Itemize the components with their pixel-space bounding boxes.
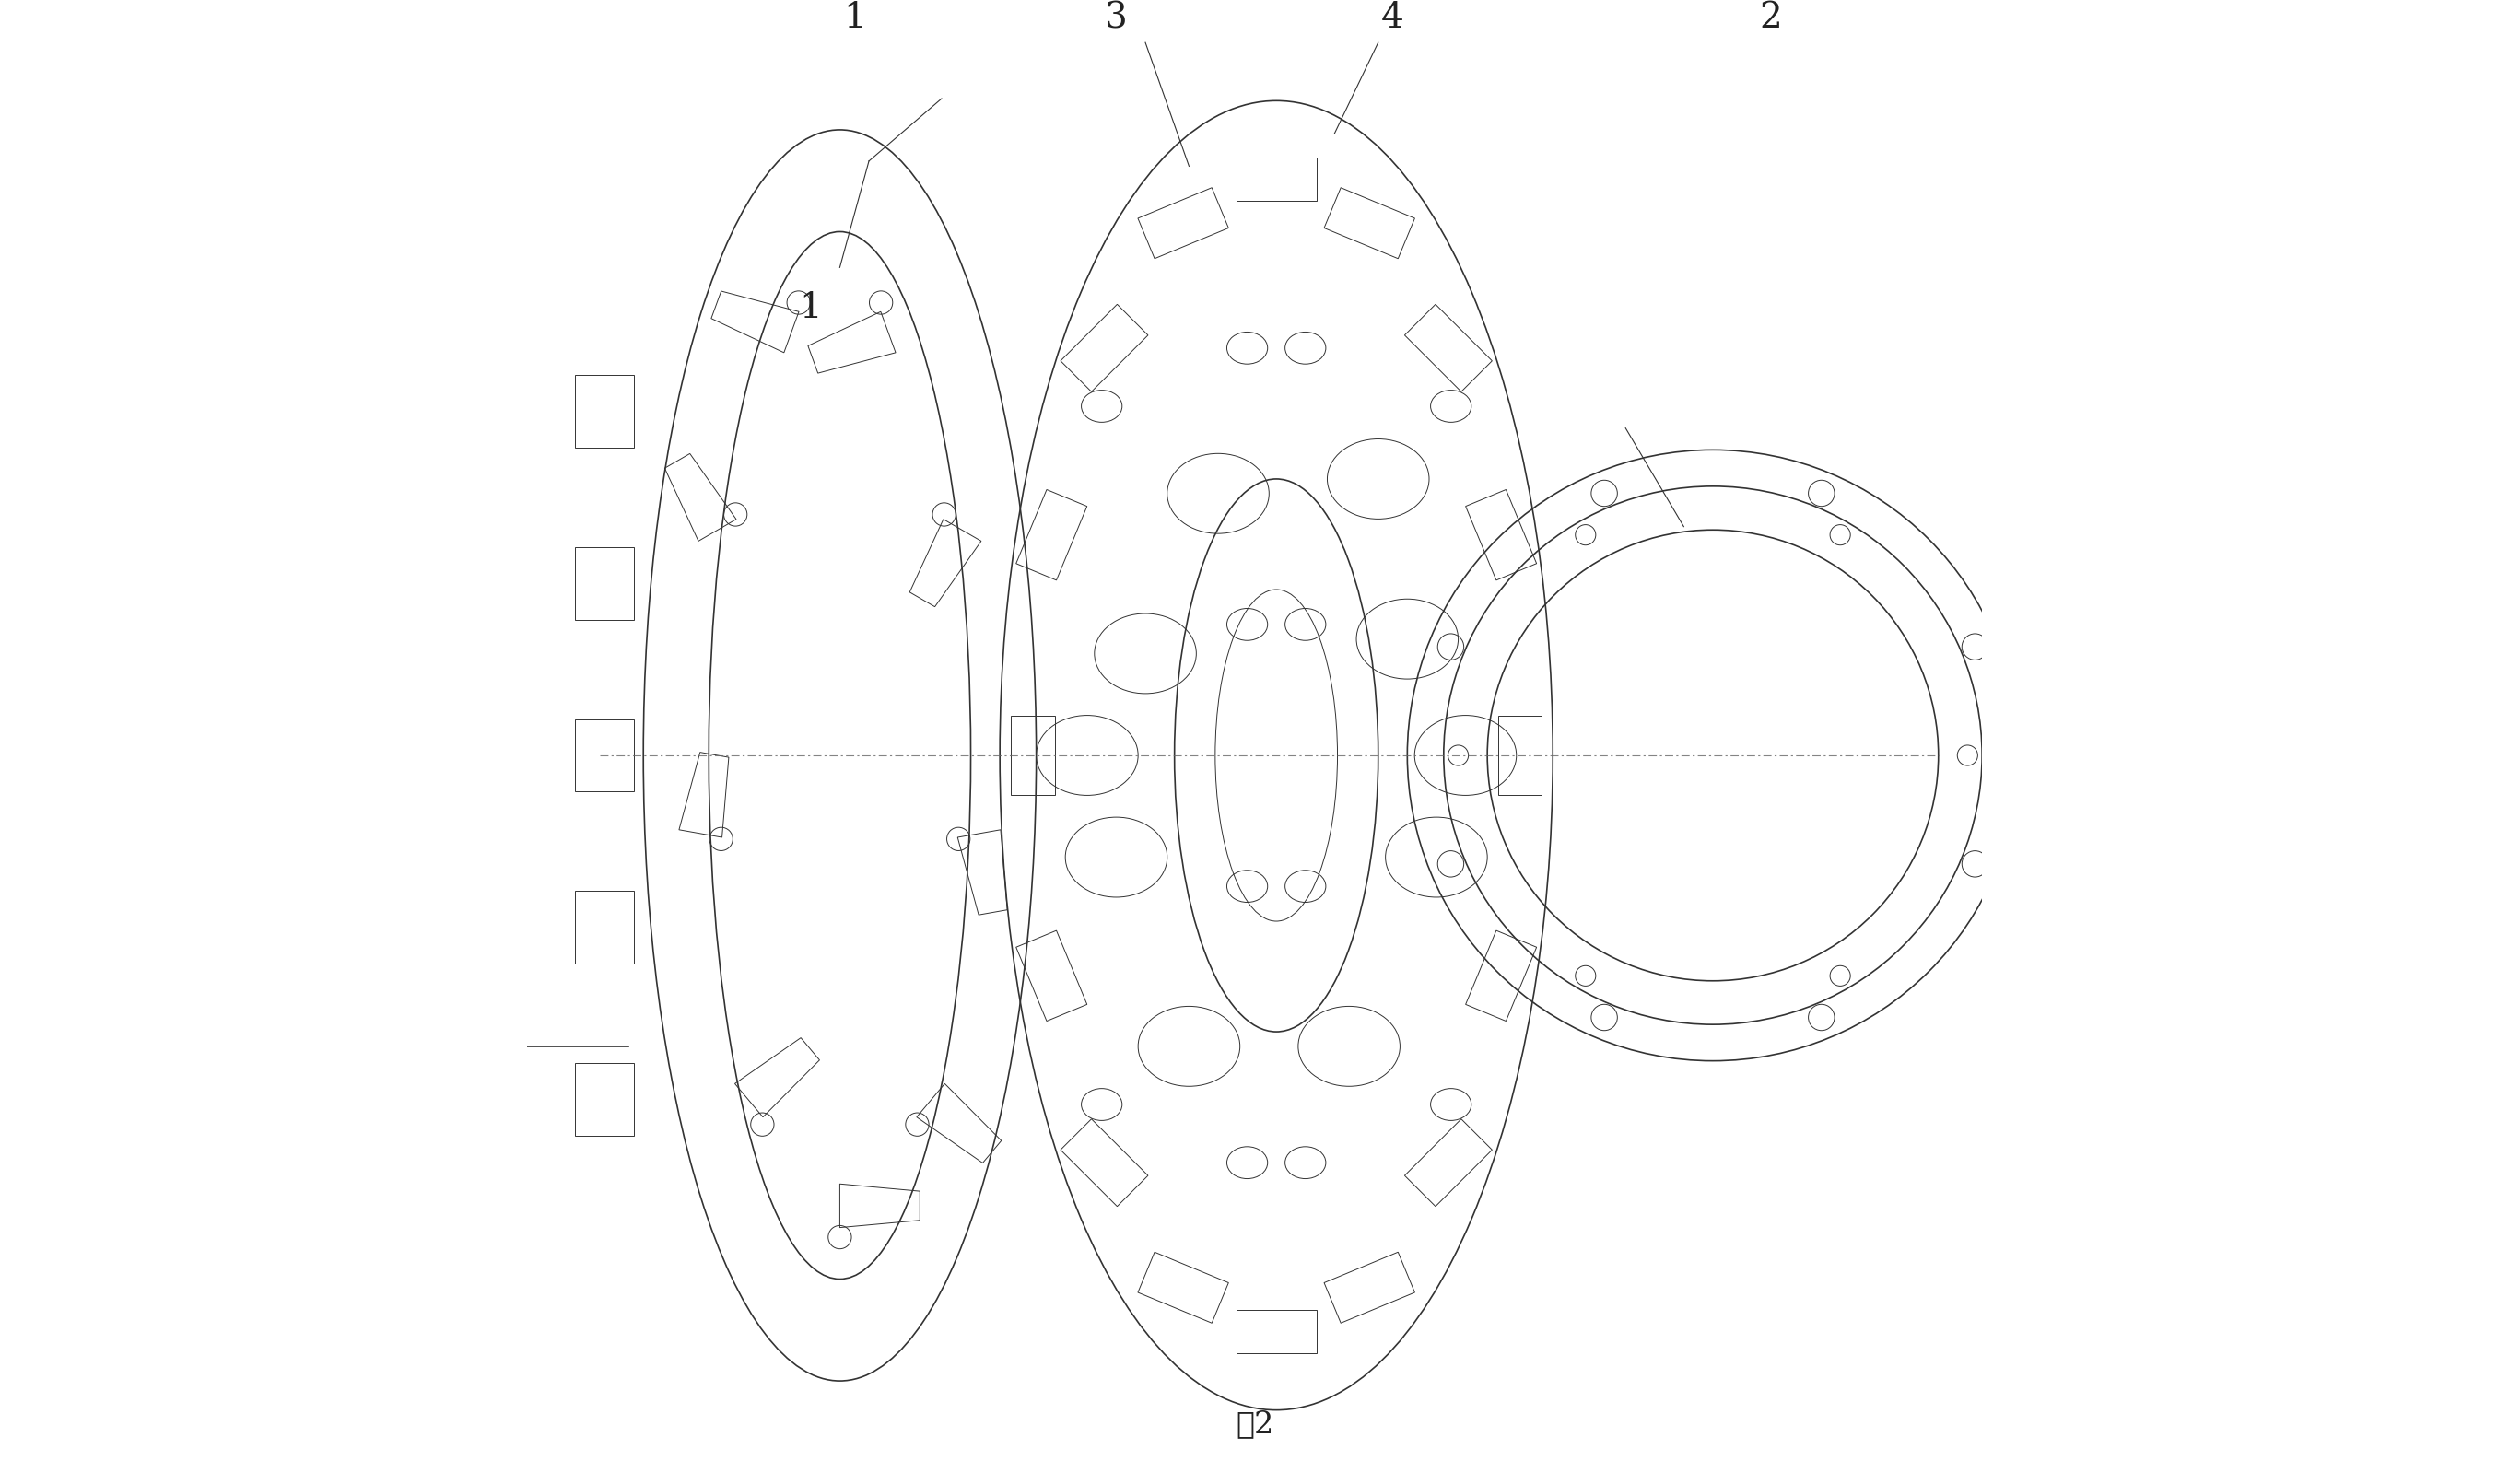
Text: 4: 4 (1382, 1, 1405, 36)
Text: 1: 1 (843, 1, 866, 36)
Text: 1: 1 (800, 291, 823, 325)
Text: 3: 3 (1104, 1, 1127, 36)
Text: 2: 2 (1759, 1, 1781, 36)
Text: 图2: 图2 (1234, 1410, 1275, 1439)
